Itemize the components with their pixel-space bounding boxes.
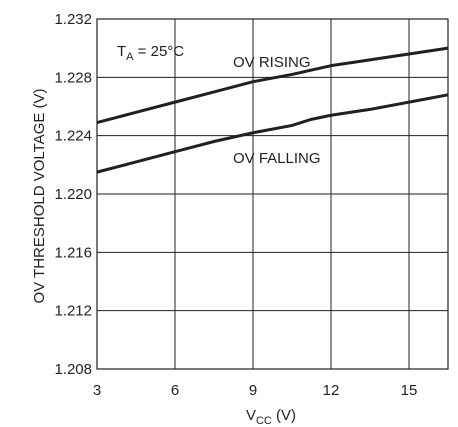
annotation-subscript: A bbox=[126, 51, 134, 63]
x-tick-label: 3 bbox=[93, 382, 101, 399]
y-axis-label: OV THRESHOLD VOLTAGE (V) bbox=[31, 88, 48, 303]
temperature-annotation: TA = 25°C bbox=[117, 43, 184, 63]
series-line-ov-rising bbox=[96, 46, 449, 124]
y-tick-labels: 1.208 1.212 1.216 1.220 1.224 1.228 1.232 bbox=[54, 11, 92, 378]
x-axis-label-subscript: CC bbox=[256, 415, 272, 427]
series-line-ov-falling bbox=[96, 93, 449, 174]
y-tick-label: 1.220 bbox=[54, 186, 92, 203]
x-tick-label: 9 bbox=[249, 382, 257, 399]
y-tick-label: 1.228 bbox=[54, 69, 92, 86]
y-tick-label: 1.232 bbox=[54, 11, 92, 28]
annotation-main: T bbox=[117, 43, 126, 60]
x-axis-label-main: V bbox=[246, 407, 256, 424]
y-tick-label: 1.224 bbox=[54, 128, 92, 145]
x-axis-label-unit: (V) bbox=[272, 407, 296, 424]
x-tick-label: 12 bbox=[323, 382, 340, 399]
y-tick-label: 1.216 bbox=[54, 244, 92, 261]
plot-frame bbox=[96, 18, 449, 370]
x-tick-label: 15 bbox=[401, 382, 418, 399]
x-tick-labels: 3 6 9 12 15 bbox=[93, 382, 418, 399]
series-label-ov-rising: OV RISING bbox=[233, 54, 311, 71]
series-lines bbox=[96, 46, 449, 174]
series-label-ov-falling: OV FALLING bbox=[233, 150, 321, 167]
y-tick-label: 1.208 bbox=[54, 361, 92, 378]
x-axis-label: VCC (V) bbox=[246, 407, 296, 427]
annotation-rest: = 25°C bbox=[134, 43, 185, 60]
grid bbox=[97, 19, 448, 369]
x-tick-label: 6 bbox=[171, 382, 179, 399]
y-tick-label: 1.212 bbox=[54, 303, 92, 320]
